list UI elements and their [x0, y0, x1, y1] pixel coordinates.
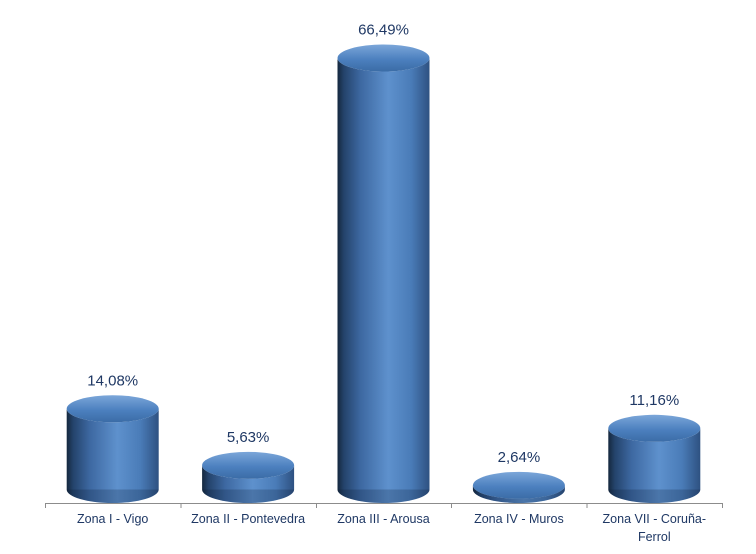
cylinder-body	[337, 58, 430, 503]
cylinder-bar	[337, 44, 430, 503]
cylinder-bottom-shade	[202, 489, 295, 503]
cylinder-bar	[202, 451, 295, 503]
data-label: 2,64%	[498, 449, 541, 466]
data-label: 11,16%	[629, 392, 679, 409]
cylinder-top	[337, 44, 430, 72]
cylinder-bottom-shade	[337, 489, 430, 503]
cylinder-body	[472, 485, 565, 503]
x-axis-category-label: Zona II - Pontevedra	[191, 512, 306, 526]
x-axis-category-label: Zona I - Vigo	[77, 512, 149, 526]
cylinder-top	[202, 451, 295, 479]
cylinder-bottom-shade	[608, 489, 701, 503]
data-label: 66,49%	[358, 22, 409, 39]
x-axis-category-label: Zona IV - Muros	[474, 512, 564, 526]
cylinder-bar	[472, 471, 565, 503]
x-axis-category-label: Zona VII - Coruña-Ferrol	[602, 512, 707, 544]
cylinder-body	[66, 408, 159, 503]
cylinder-body	[202, 465, 295, 503]
cylinder-bar	[66, 395, 159, 503]
data-label: 5,63%	[227, 429, 270, 446]
cylinder-body	[608, 428, 701, 503]
cylinder-top	[66, 395, 159, 423]
x-axis-category-label: Zona III - Arousa	[337, 512, 430, 526]
cylinder-bar	[608, 414, 701, 503]
cylinder-top	[472, 471, 565, 499]
cylinder-bottom-shade	[66, 489, 159, 503]
data-label: 14,08%	[87, 372, 138, 389]
cylinder-top	[608, 414, 701, 442]
